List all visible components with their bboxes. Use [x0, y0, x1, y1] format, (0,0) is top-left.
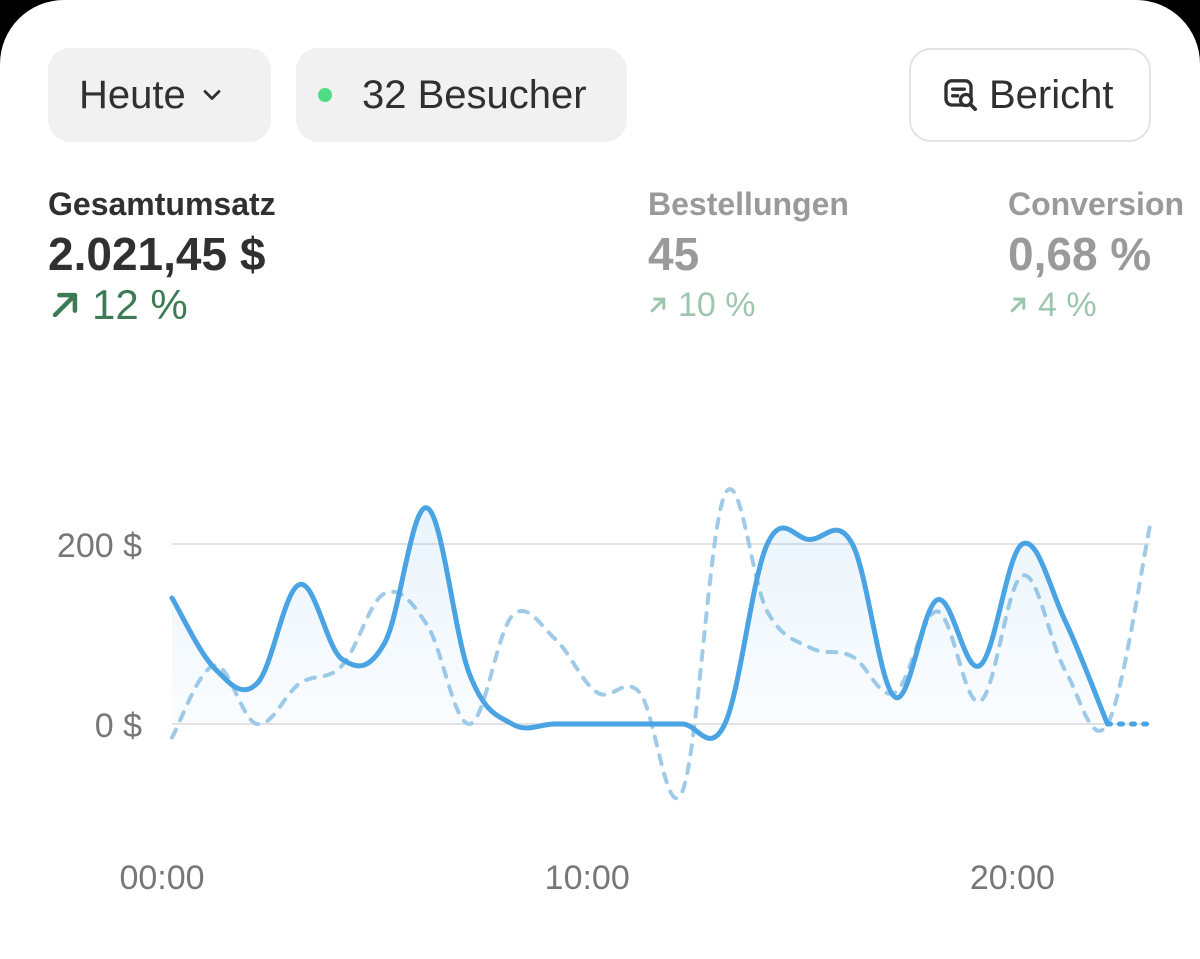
metric-value: 45 — [648, 228, 700, 280]
x-tick-label: 00:00 — [119, 859, 204, 897]
metric-delta: 4 % — [1008, 282, 1184, 328]
report-button[interactable]: Bericht — [909, 48, 1151, 142]
live-visitors-badge[interactable]: 32 Besucher — [296, 48, 627, 142]
current-series-area — [172, 507, 1108, 739]
metric-value: 2.021,45 $ — [48, 228, 266, 280]
x-tick-label: 20:00 — [970, 859, 1055, 897]
metric-delta-value: 4 % — [1038, 286, 1097, 324]
live-dot-icon — [318, 88, 332, 102]
date-range-dropdown[interactable]: Heute — [48, 48, 271, 142]
arrow-up-right-icon — [48, 288, 82, 322]
chevron-down-icon — [198, 81, 226, 109]
y-tick-label: 0 $ — [95, 707, 142, 745]
metric-orders[interactable]: Bestellungen 45 10 % — [648, 182, 849, 328]
live-visitors-label: 32 Besucher — [362, 72, 587, 117]
y-tick-label: 200 $ — [57, 527, 142, 565]
metric-delta-value: 12 % — [92, 281, 188, 328]
current-series-line — [169, 505, 1110, 741]
metric-value: 0,68 % — [1008, 228, 1152, 280]
arrow-up-right-icon — [648, 295, 668, 315]
report-button-label: Bericht — [989, 72, 1114, 117]
metric-label: Bestellungen — [648, 186, 849, 222]
metric-delta: 10 % — [648, 282, 849, 328]
metric-label: Conversion — [1008, 186, 1185, 222]
metric-conversion[interactable]: Conversion 0,68 % 4 % — [1008, 182, 1184, 328]
arrow-up-right-icon — [1008, 295, 1028, 315]
sales-line-chart[interactable]: 200 $ 0 $ 00:00 10:00 20:00 — [0, 440, 1200, 920]
metric-total-sales[interactable]: Gesamtumsatz 2.021,45 $ 12 % — [48, 182, 276, 328]
metric-label: Gesamtumsatz — [48, 186, 276, 222]
metric-delta: 12 % — [48, 282, 276, 328]
metric-delta-value: 10 % — [678, 286, 756, 324]
report-search-icon — [941, 75, 981, 115]
date-range-label: Heute — [79, 72, 186, 117]
x-tick-label: 10:00 — [545, 859, 630, 897]
